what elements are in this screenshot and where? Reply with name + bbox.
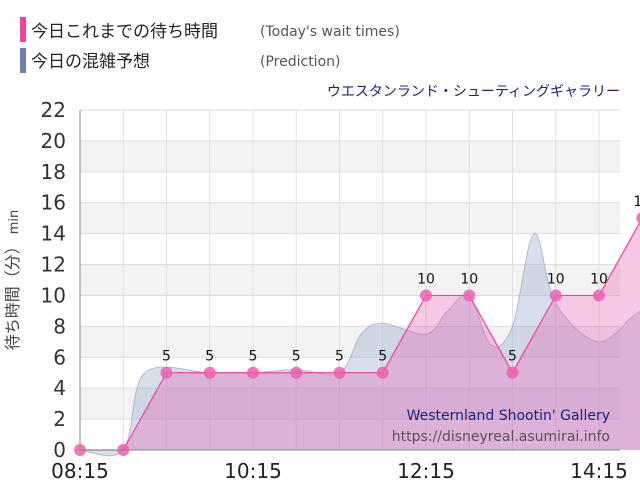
y-tick-label: 0 [53, 438, 66, 462]
y-tick-label: 6 [53, 345, 66, 369]
legend-today-label: 今日これまでの待ち時間 [31, 22, 218, 42]
data-label: 5 [162, 349, 171, 365]
data-label: 15 [633, 194, 640, 210]
watermark-url: https://disneyreal.asumirai.info [392, 429, 610, 445]
prediction-area [80, 233, 640, 456]
data-point [290, 366, 303, 379]
svg-text:待ち時間（分）min: 待ち時間（分） min [3, 210, 22, 351]
today-area [80, 222, 640, 450]
y-axis-unit: min [7, 210, 22, 235]
axes [79, 110, 620, 451]
data-point [420, 289, 432, 302]
legend-prediction-label: 今日の混雑予想 [31, 52, 150, 72]
legend-prediction-sub: (Prediction) [260, 54, 340, 70]
grid-band [80, 419, 620, 450]
y-tick-label: 16 [41, 191, 66, 215]
grid-band [80, 110, 620, 141]
data-point [247, 366, 259, 379]
attraction-name: ウエスタンランド・シューティングギャラリー [327, 84, 620, 100]
legend-today-sub: (Today's wait times) [260, 24, 400, 40]
data-point [593, 289, 605, 302]
x-tick-label: 10:15 [224, 459, 282, 483]
data-point [203, 366, 216, 379]
grid-bands [80, 110, 620, 450]
data-point [160, 366, 173, 379]
legend-prediction-swatch [20, 48, 26, 73]
y-tick-label: 14 [41, 222, 66, 246]
data-point [506, 366, 519, 379]
data-point [333, 366, 346, 379]
grid-band [80, 140, 620, 172]
x-tick-label: 12:15 [397, 459, 455, 483]
data-label: 5 [292, 349, 301, 365]
y-axis-label: 待ち時間（分） [3, 238, 22, 350]
data-label: 5 [508, 349, 517, 365]
data-label: 5 [205, 349, 214, 365]
grid-band [80, 233, 620, 265]
y-tick-label: 4 [53, 376, 66, 400]
grid-band [80, 264, 620, 296]
today-data-labels: 55555510105101015152010101020101010 [162, 194, 640, 365]
x-tick-label: 08:15 [51, 459, 109, 483]
data-label: 5 [249, 349, 258, 365]
data-label: 5 [378, 349, 387, 365]
grid-band [80, 171, 620, 203]
data-point [636, 212, 640, 224]
y-tick-label: 8 [53, 314, 66, 338]
data-label: 10 [417, 271, 435, 287]
data-label: 10 [547, 271, 565, 287]
data-point [376, 366, 389, 379]
grid-band [80, 295, 620, 327]
data-point [463, 289, 476, 302]
grid-band [80, 388, 620, 420]
data-label: 10 [590, 271, 608, 287]
x-tick-label: 14:15 [570, 459, 628, 483]
watermark-title: Westernland Shootin' Gallery [407, 408, 610, 424]
y-tick-label: 22 [41, 98, 66, 122]
y-tick-label: 2 [53, 407, 66, 431]
y-tick-label: 18 [41, 160, 66, 184]
y-tick-label: 12 [41, 253, 66, 277]
y-axis-title: 待ち時間（分） min [3, 210, 22, 351]
grid-band [80, 202, 620, 234]
data-label: 5 [335, 349, 344, 365]
y-tick-label: 20 [41, 129, 66, 153]
y-tick-labels: 0 2 4 6 8 10 12 14 16 18 20 22 [41, 98, 66, 462]
data-label: 10 [460, 271, 478, 287]
legend-today-swatch [20, 17, 26, 42]
data-point [549, 289, 562, 302]
y-tick-label: 10 [41, 283, 66, 307]
